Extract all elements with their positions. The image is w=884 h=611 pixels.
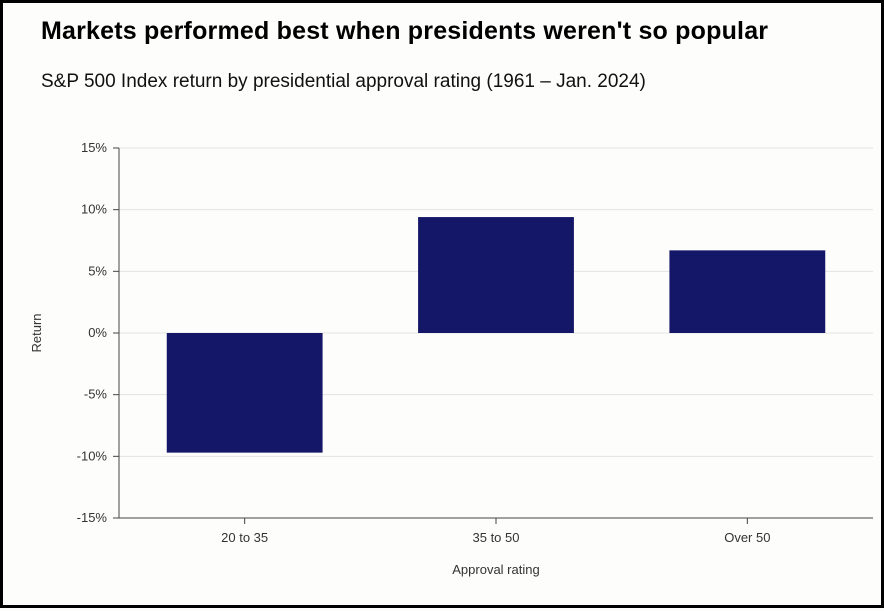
bar — [418, 217, 574, 333]
y-tick-label: 0% — [88, 325, 107, 340]
y-tick-label: -15% — [77, 510, 108, 525]
y-tick-label: 10% — [81, 202, 107, 217]
y-tick-label: -10% — [77, 448, 108, 463]
chart-svg: -15% -10% -5% 0% 5% 10% 15% 20 to 35 35 to 50 Ove… — [3, 113, 881, 611]
y-tick-label: 15% — [81, 140, 107, 155]
y-tick-label: 5% — [88, 263, 107, 278]
x-tick-label: 35 to 50 — [473, 530, 520, 545]
bar — [669, 250, 825, 333]
x-axis-label: Approval rating — [452, 562, 539, 577]
chart-title: Markets performed best when presidents w… — [41, 17, 861, 46]
y-axis-label: Return — [29, 313, 44, 352]
y-tick-label: -5% — [84, 387, 108, 402]
chart-subtitle: S&P 500 Index return by presidential app… — [41, 71, 861, 93]
x-tick-label: Over 50 — [724, 530, 770, 545]
x-tick-label: 20 to 35 — [221, 530, 268, 545]
chart-card: Markets performed best when presidents w… — [0, 0, 884, 608]
bar — [167, 333, 323, 453]
bar-chart: -15% -10% -5% 0% 5% 10% 15% 20 to 35 35 to 50 Ove… — [3, 113, 881, 605]
